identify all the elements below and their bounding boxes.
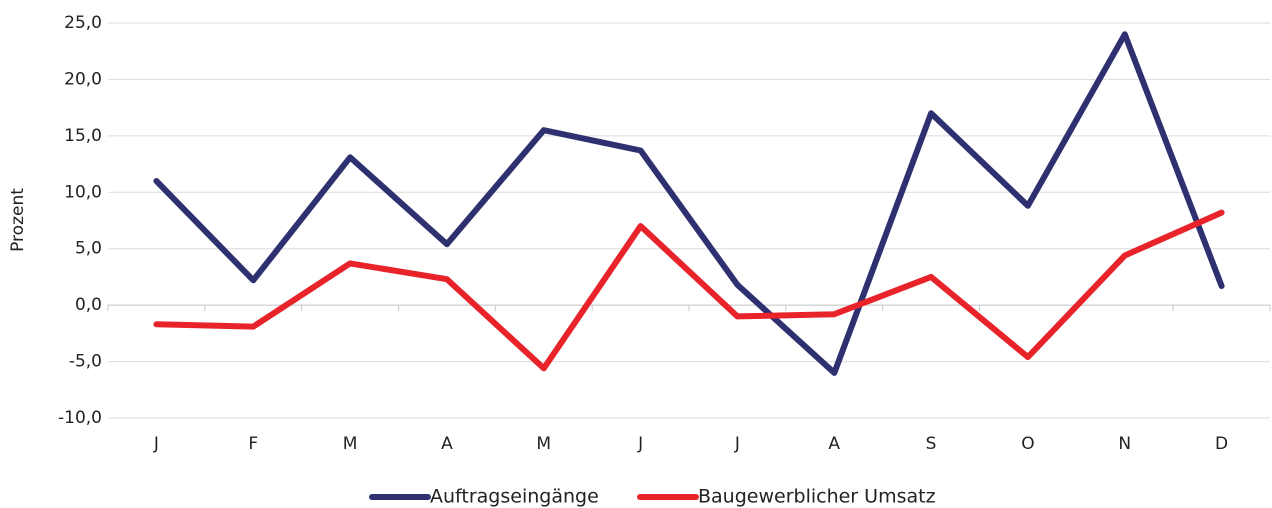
y-tick-label: 20,0 (64, 69, 102, 89)
y-axis-label: Prozent (8, 188, 28, 252)
x-tick-label: M (343, 434, 358, 454)
x-tick-label: F (248, 434, 258, 454)
y-tick-label: 25,0 (64, 13, 102, 33)
legend-label: Baugewerblicher Umsatz (698, 486, 936, 508)
x-tick-label: O (1021, 434, 1034, 454)
y-tick-label: -10,0 (58, 408, 102, 428)
y-tick-label: 15,0 (64, 126, 102, 146)
x-tick-label: A (441, 434, 453, 454)
y-tick-label: 5,0 (75, 239, 102, 259)
x-tick-label: D (1215, 434, 1228, 454)
series-line (153, 31, 1225, 376)
x-tick-label: J (734, 434, 740, 454)
y-tick-label: -5,0 (69, 352, 102, 372)
y-tick-label: 10,0 (64, 182, 102, 202)
x-tick-label: A (828, 434, 840, 454)
series-line (153, 209, 1225, 372)
x-tick-label: J (153, 434, 159, 454)
x-tick-label: N (1118, 434, 1131, 454)
x-tick-label: J (637, 434, 643, 454)
legend-label: Auftragseingänge (430, 486, 599, 508)
y-tick-label: 0,0 (75, 295, 102, 315)
x-tick-label: M (536, 434, 551, 454)
x-tick-label: S (926, 434, 937, 454)
